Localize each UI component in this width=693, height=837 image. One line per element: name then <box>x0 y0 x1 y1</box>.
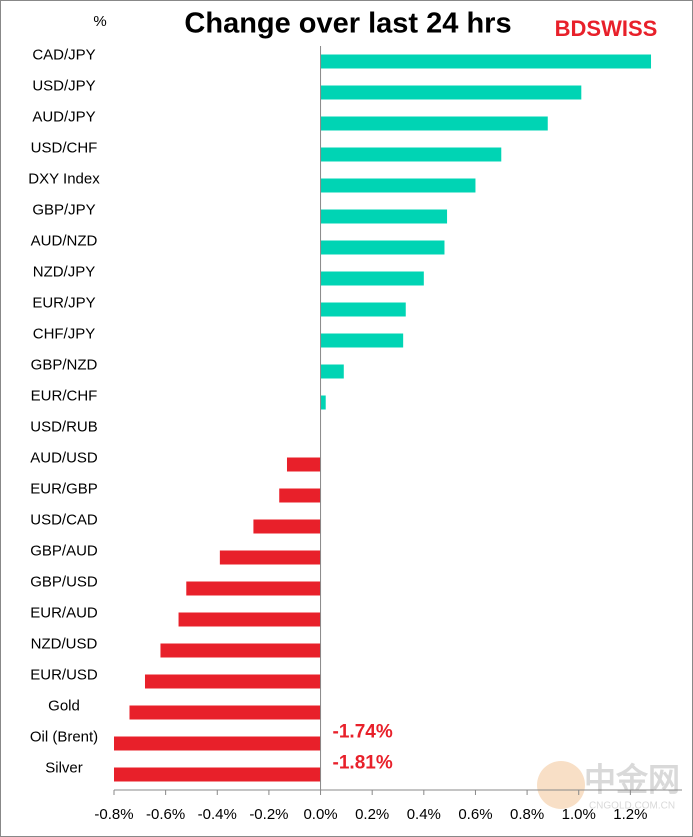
watermark-url: CNGOLD.COM.CN <box>589 801 675 812</box>
x-tick-label: 0.0% <box>303 806 337 823</box>
x-tick-label: 1.2% <box>613 806 647 823</box>
x-tick-label: -0.8% <box>94 806 133 823</box>
y-tick-label: USD/JPY <box>32 77 95 94</box>
y-tick-label: Gold <box>48 697 80 714</box>
y-tick-label: Oil (Brent) <box>30 728 98 745</box>
bar <box>129 705 321 720</box>
bar <box>114 767 321 782</box>
bar <box>320 116 548 131</box>
bar <box>279 488 321 503</box>
y-tick-label: NZD/USD <box>31 635 98 652</box>
logo: BDSWISS <box>555 16 658 41</box>
y-tick-label: AUD/USD <box>30 449 98 466</box>
y-tick-label: GBP/AUD <box>30 542 98 559</box>
bar <box>320 333 404 348</box>
x-tick-label: 0.6% <box>458 806 492 823</box>
bar <box>160 643 321 658</box>
y-tick-label: EUR/AUD <box>30 604 98 621</box>
bar <box>320 271 424 286</box>
y-tick-label: NZD/JPY <box>33 263 96 280</box>
x-tick-label: 0.4% <box>407 806 441 823</box>
y-tick-label: AUD/NZD <box>31 232 98 249</box>
y-tick-label: EUR/USD <box>30 666 98 683</box>
bar <box>320 54 652 69</box>
bar <box>178 612 321 627</box>
y-tick-label: AUD/JPY <box>32 108 95 125</box>
watermark: 中金网 <box>584 761 680 797</box>
y-tick-label: GBP/JPY <box>32 201 95 218</box>
bar <box>320 209 448 224</box>
value-label: -1.81% <box>333 753 393 774</box>
bar <box>253 519 321 534</box>
x-tick-label: -0.4% <box>198 806 237 823</box>
plot-area <box>114 54 652 782</box>
value-label: -1.74% <box>333 722 393 743</box>
bar <box>320 178 476 193</box>
bar <box>320 364 344 379</box>
bar <box>320 395 326 410</box>
y-tick-label: GBP/NZD <box>31 356 98 373</box>
y-tick-label: EUR/JPY <box>32 294 95 311</box>
x-tick-label: 0.8% <box>510 806 544 823</box>
bar <box>286 457 321 472</box>
y-tick-label: GBP/USD <box>30 573 98 590</box>
bar <box>320 85 582 100</box>
x-tick-label: -0.2% <box>249 806 288 823</box>
x-tick-label: 1.0% <box>562 806 596 823</box>
chart-title: Change over last 24 hrs <box>184 8 511 40</box>
bar <box>219 550 321 565</box>
y-tick-label: EUR/CHF <box>31 387 98 404</box>
bar <box>114 736 321 751</box>
bar <box>144 674 321 689</box>
y-axis-unit: % <box>93 13 106 30</box>
y-tick-label: USD/CHF <box>31 139 98 156</box>
x-tick-label: 0.2% <box>355 806 389 823</box>
bar <box>320 302 406 317</box>
y-tick-label: EUR/GBP <box>30 480 98 497</box>
y-tick-label: CHF/JPY <box>33 325 96 342</box>
bar <box>320 240 445 255</box>
bar <box>320 147 502 162</box>
y-tick-label: USD/RUB <box>30 418 98 435</box>
y-tick-label: USD/CAD <box>30 511 98 528</box>
y-tick-label: CAD/JPY <box>32 46 95 63</box>
bar <box>186 581 321 596</box>
y-tick-label: DXY Index <box>28 170 100 187</box>
watermark-icon <box>537 761 585 809</box>
y-tick-label: Silver <box>45 759 83 776</box>
x-tick-label: -0.6% <box>146 806 185 823</box>
